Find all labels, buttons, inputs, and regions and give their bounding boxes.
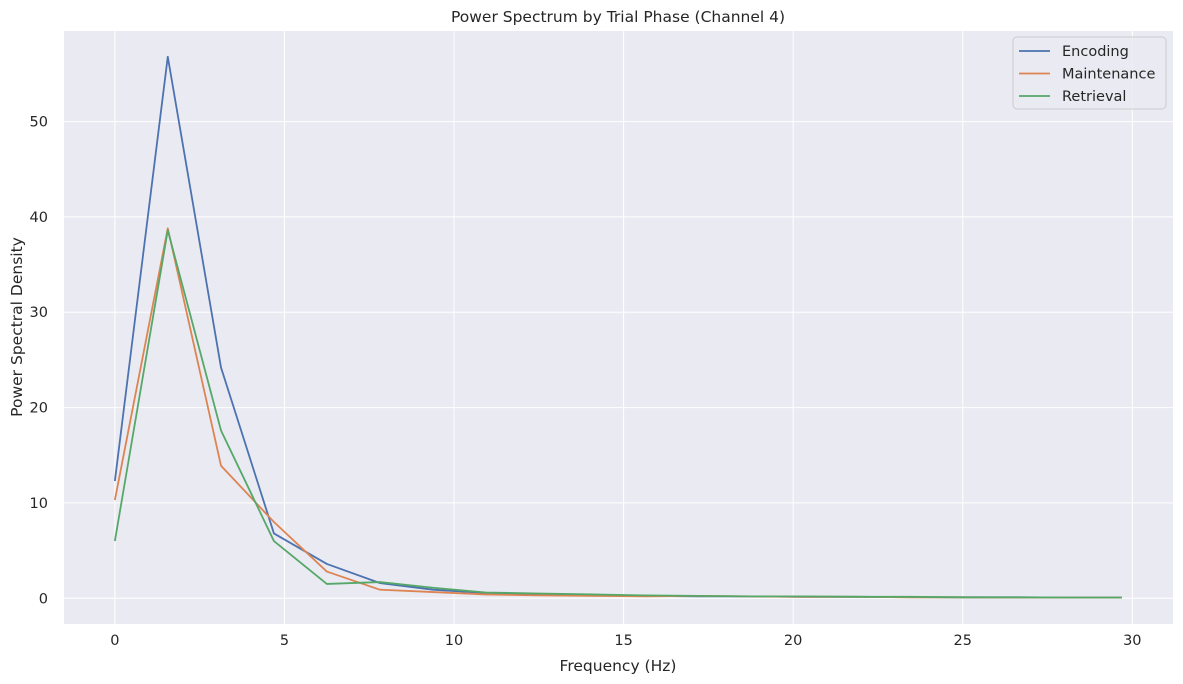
y-tick-label: 20 [30,401,48,417]
series-lines [113,55,1122,599]
x-tick-label: 5 [280,633,289,649]
x-axis-label: Frequency (Hz) [560,657,677,675]
legend-label-encoding: Encoding [1062,44,1129,60]
legend-box [1012,36,1167,110]
legend: Encoding Maintenance Retrieval [1012,36,1167,110]
y-tick-label: 0 [39,591,48,607]
x-tick-label: 10 [445,633,463,649]
chart-title: Power Spectrum by Trial Phase (Channel 4… [451,8,785,26]
y-tick-label: 50 [30,115,48,131]
series-line-retrieval [113,229,1122,599]
x-tick-label: 25 [954,633,972,649]
legend-label-maintenance: Maintenance [1062,67,1155,83]
y-tick-labels: 0 10 20 30 40 50 [30,115,48,608]
y-tick-label: 40 [30,210,48,226]
x-tick-labels: 0 5 10 15 20 25 30 [110,633,1141,649]
grid-lines [64,31,1173,624]
plot-background [64,31,1173,624]
legend-label-retrieval: Retrieval [1062,89,1126,105]
x-tick-label: 20 [784,633,802,649]
x-tick-label: 30 [1123,633,1141,649]
y-tick-label: 10 [30,496,48,512]
x-tick-label: 15 [614,633,632,649]
y-tick-label: 30 [30,305,48,321]
y-axis-label: Power Spectral Density [8,237,26,417]
x-tick-label: 0 [110,633,119,649]
